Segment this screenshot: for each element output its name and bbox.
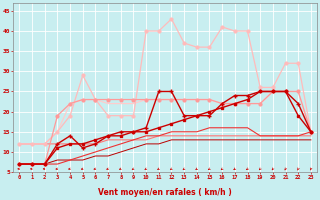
X-axis label: Vent moyen/en rafales ( km/h ): Vent moyen/en rafales ( km/h ) xyxy=(98,188,232,197)
